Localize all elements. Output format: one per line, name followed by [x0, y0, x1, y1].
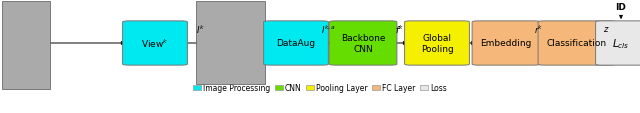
Legend: Image Processing, CNN, Pooling Layer, FC Layer, Loss: Image Processing, CNN, Pooling Layer, FC…: [190, 80, 450, 95]
Text: $f^k$: $f^k$: [396, 24, 404, 36]
Text: Classification: Classification: [547, 39, 607, 48]
Text: Global
Pooling: Global Pooling: [420, 34, 453, 53]
Text: Backbone
CNN: Backbone CNN: [340, 34, 385, 53]
Text: $I^{k,a}$: $I^{k,a}$: [321, 24, 335, 36]
Text: $z$: $z$: [603, 25, 609, 34]
Text: $r^k$: $r^k$: [534, 24, 544, 36]
Text: View$^k$: View$^k$: [141, 38, 169, 50]
Text: $I^k$: $I^k$: [196, 24, 204, 36]
Text: Embedding: Embedding: [480, 39, 532, 48]
Text: ID: ID: [616, 4, 627, 12]
Text: $L_{cls}$: $L_{cls}$: [612, 37, 630, 50]
Text: DataAug: DataAug: [276, 39, 316, 48]
